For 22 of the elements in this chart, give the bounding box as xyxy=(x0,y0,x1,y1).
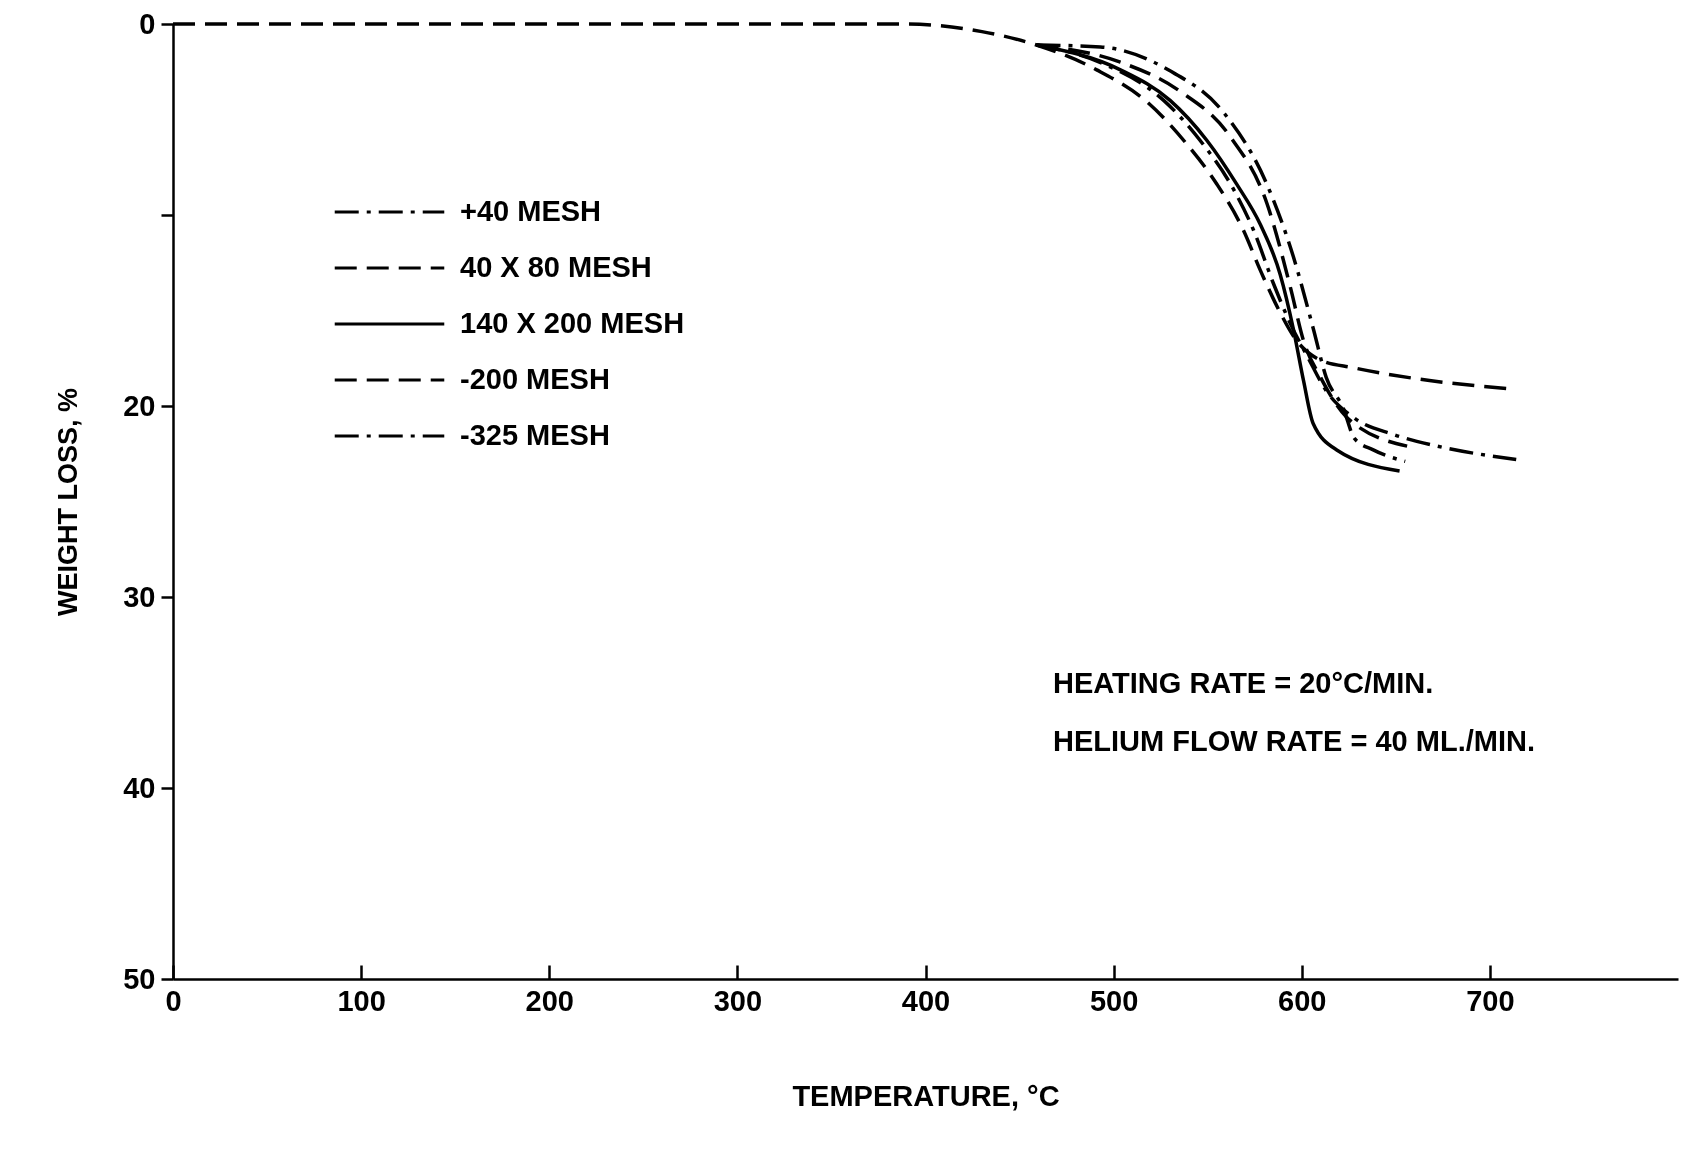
legend-label: -200 MESH xyxy=(460,363,610,395)
x-tick-label: 700 xyxy=(1466,984,1515,1017)
legend-label: 40 X 80 MESH xyxy=(460,251,652,283)
annotation: HEATING RATE = 20°C/MIN. xyxy=(1053,667,1434,699)
x-tick-label: 600 xyxy=(1278,984,1327,1017)
x-axis-title: TEMPERATURE, °C xyxy=(792,1079,1060,1112)
x-tick-label: 200 xyxy=(525,984,574,1017)
y-axis-title: WEIGHT LOSS, % xyxy=(53,387,84,617)
x-tick-label: 100 xyxy=(337,984,386,1017)
x-tick-label: 300 xyxy=(713,984,763,1017)
y-tick-label: 30 xyxy=(123,580,156,613)
legend-label: 140 X 200 MESH xyxy=(460,307,685,339)
y-tick-label: 20 xyxy=(123,389,156,422)
legend-label: -325 MESH xyxy=(460,419,610,451)
y-tick-label: 50 xyxy=(123,962,156,995)
legend-label: +40 MESH xyxy=(460,195,602,227)
annotation: HELIUM FLOW RATE = 40 ML./MIN. xyxy=(1053,725,1535,757)
y-tick-label: 0 xyxy=(139,7,156,40)
x-tick-label: 500 xyxy=(1089,984,1139,1017)
x-tick-label: 400 xyxy=(901,984,951,1017)
x-tick-label: 0 xyxy=(165,984,182,1017)
y-tick-label: 40 xyxy=(123,771,156,804)
